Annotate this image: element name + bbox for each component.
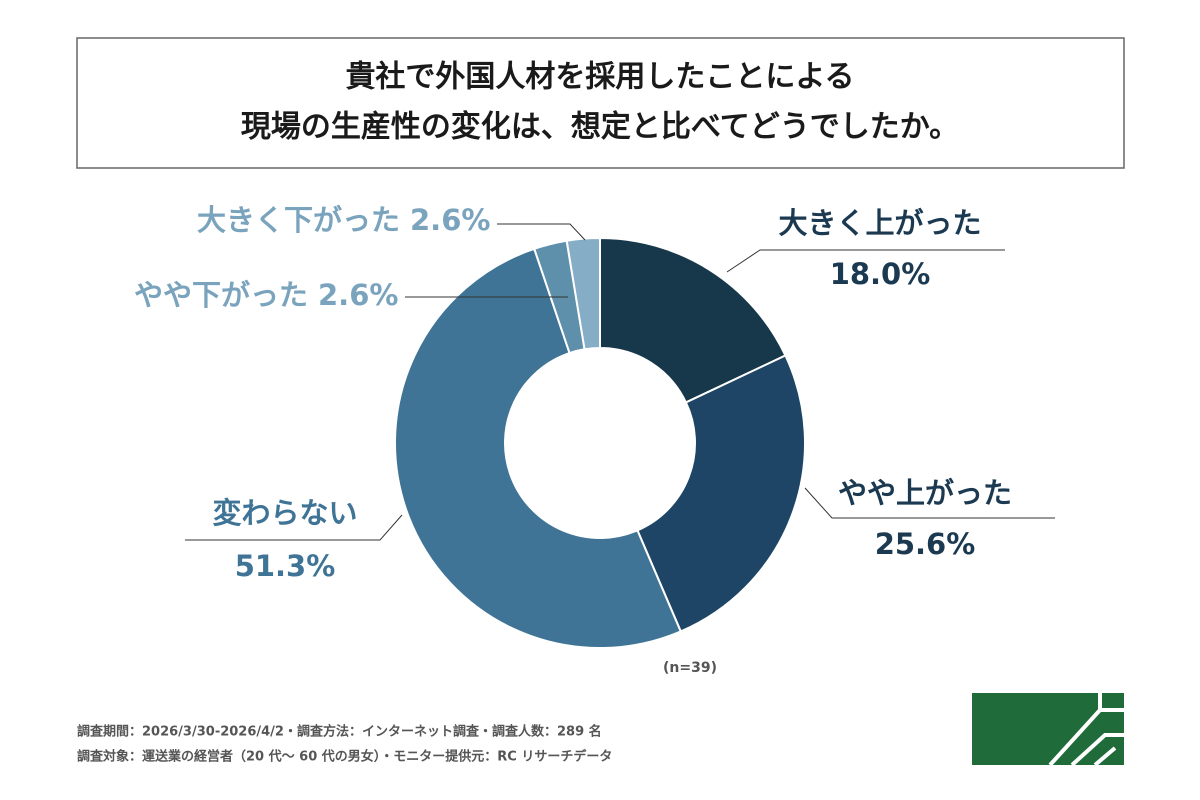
value-label: 25.6%: [875, 527, 976, 561]
category-label: やや上がった: [838, 476, 1012, 510]
category-label: 大きく下がった: [197, 203, 400, 237]
value-label: 2.6%: [410, 203, 490, 237]
value-label: 51.3%: [235, 549, 336, 583]
category-label: 変わらない: [212, 496, 357, 530]
leader-line: [497, 223, 586, 241]
logo: [972, 693, 1124, 767]
sample-note: (n=39): [663, 660, 717, 676]
category-label: やや下がった: [134, 278, 308, 312]
leader-line: [185, 514, 403, 541]
category-label: 大きく上がった: [778, 206, 981, 240]
title-box: [76, 37, 1125, 169]
value-label: 2.6%: [318, 278, 398, 312]
chart-title: 貴社で外国人材を採用したことによる: [345, 60, 854, 95]
footer-line: 調査対象：運送業の経営者（20 代〜 60 代の男女）・モニター提供元：RC リ…: [77, 749, 612, 765]
donut-segment: [599, 236, 787, 404]
leader-line: [804, 487, 1055, 519]
footer-line: 調査期間：2026/3/30-2026/4/2・調査方法：インターネット調査・調…: [77, 724, 602, 740]
value-label: 18.0%: [830, 257, 931, 291]
donut-segment: [636, 354, 806, 633]
chart-title: 現場の生産性の変化は、想定と比べてどうでしたか。: [241, 110, 959, 145]
donut-segment: [565, 236, 601, 351]
donut-segment: [394, 247, 683, 649]
leader-line: [726, 249, 1005, 273]
